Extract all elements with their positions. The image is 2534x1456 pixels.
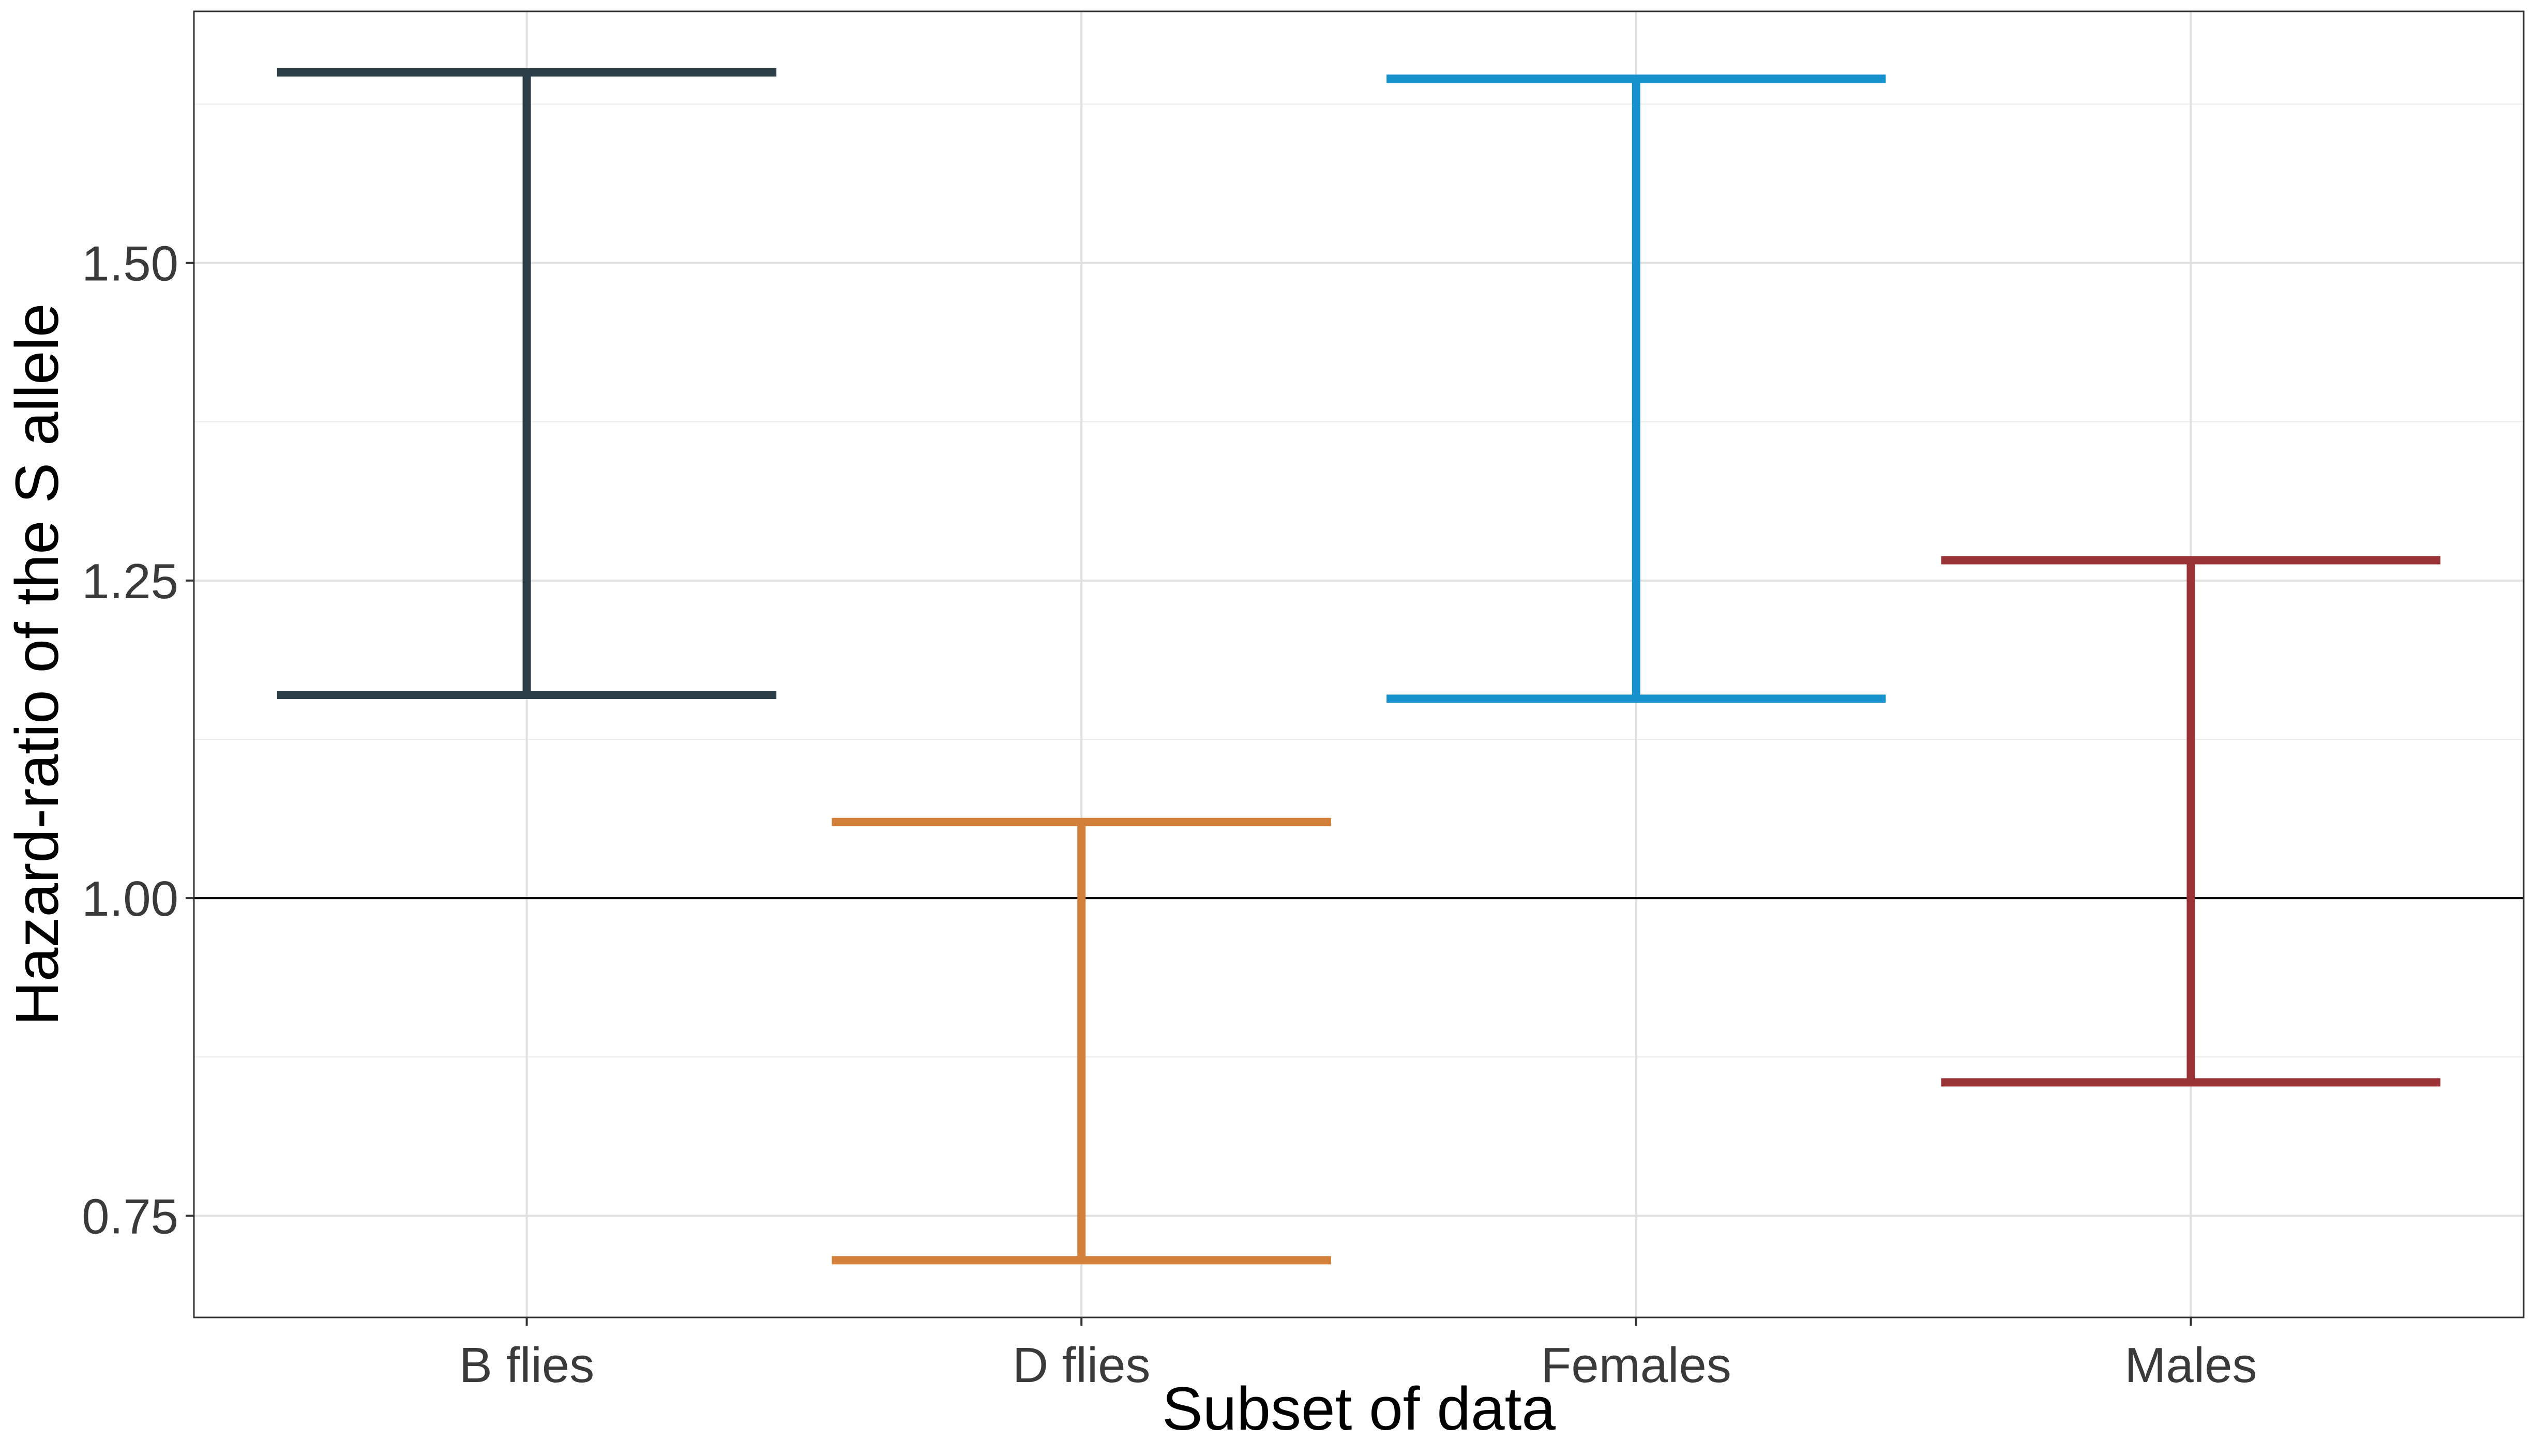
panel-border — [193, 10, 2525, 1318]
y-tick-labels: 0.75 1.00 1.25 1.50 — [82, 236, 194, 1244]
x-tick-labels: B flies D flies Females Males — [459, 1317, 2257, 1393]
y-tick-label: 1.00 — [82, 871, 178, 927]
x-tick-label: B flies — [459, 1338, 594, 1393]
y-tick-label: 0.75 — [82, 1189, 178, 1244]
error-bars — [277, 68, 2441, 1265]
error-bar — [1386, 74, 1886, 703]
error-bar — [832, 817, 1331, 1265]
error-bar — [1941, 556, 2441, 1087]
error-bar — [277, 68, 777, 699]
x-axis-title: Subset of data — [1162, 1375, 1556, 1443]
y-tick-label: 1.25 — [82, 554, 178, 609]
x-tick-label: D flies — [1013, 1338, 1151, 1393]
y-tick-label: 1.50 — [82, 236, 178, 292]
x-tick-label: Females — [1541, 1338, 1731, 1393]
y-axis-title: Hazard-ratio of the S allele — [3, 303, 71, 1025]
x-tick-label: Males — [2124, 1338, 2257, 1393]
